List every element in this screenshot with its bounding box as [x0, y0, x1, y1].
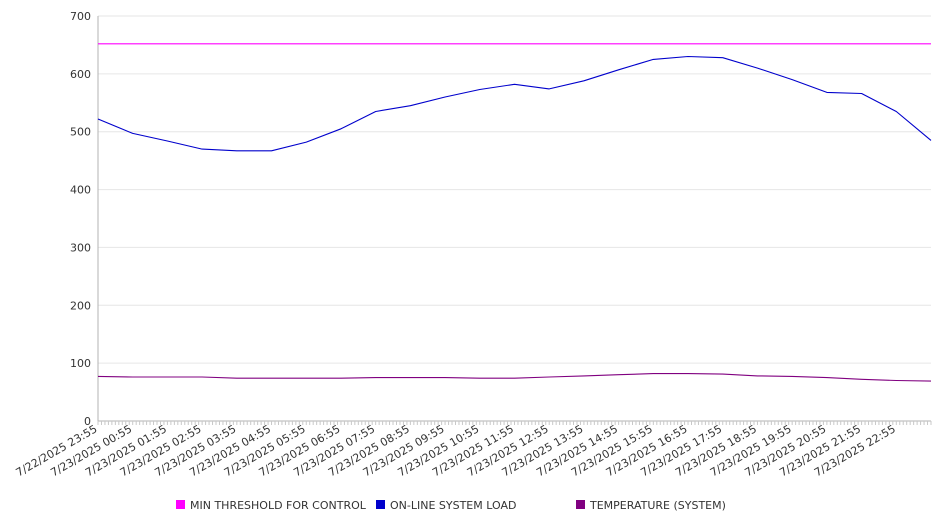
legend-swatch	[176, 500, 185, 509]
legend-swatch	[376, 500, 385, 509]
legend-swatch	[576, 500, 585, 509]
y-tick-label: 700	[70, 10, 91, 23]
series-lines	[97, 43, 932, 382]
legend-label: ON-LINE SYSTEM LOAD	[390, 499, 516, 512]
legend: MIN THRESHOLD FOR CONTROL ON-LINE SYSTEM …	[176, 499, 726, 512]
y-tick-label: 300	[70, 241, 91, 254]
legend-label: TEMPERATURE (SYSTEM)	[589, 499, 726, 512]
x-tick-labels: 7/22/2025 23:557/23/2025 00:557/23/2025 …	[14, 422, 898, 479]
y-tick-label: 200	[70, 299, 91, 312]
series-line-1	[97, 55, 932, 152]
y-tick-label: 0	[84, 415, 91, 428]
axes	[97, 16, 932, 425]
y-tick-label: 500	[70, 126, 91, 139]
legend-label: MIN THRESHOLD FOR CONTROL	[190, 499, 367, 512]
series-line-2	[97, 373, 932, 382]
y-tick-label: 400	[70, 184, 91, 197]
y-tick-label: 100	[70, 357, 91, 370]
y-tick-labels: 0 100 200 300 400 500 600 700	[70, 10, 91, 428]
y-tick-label: 600	[70, 68, 91, 81]
grid-lines	[98, 15, 931, 364]
